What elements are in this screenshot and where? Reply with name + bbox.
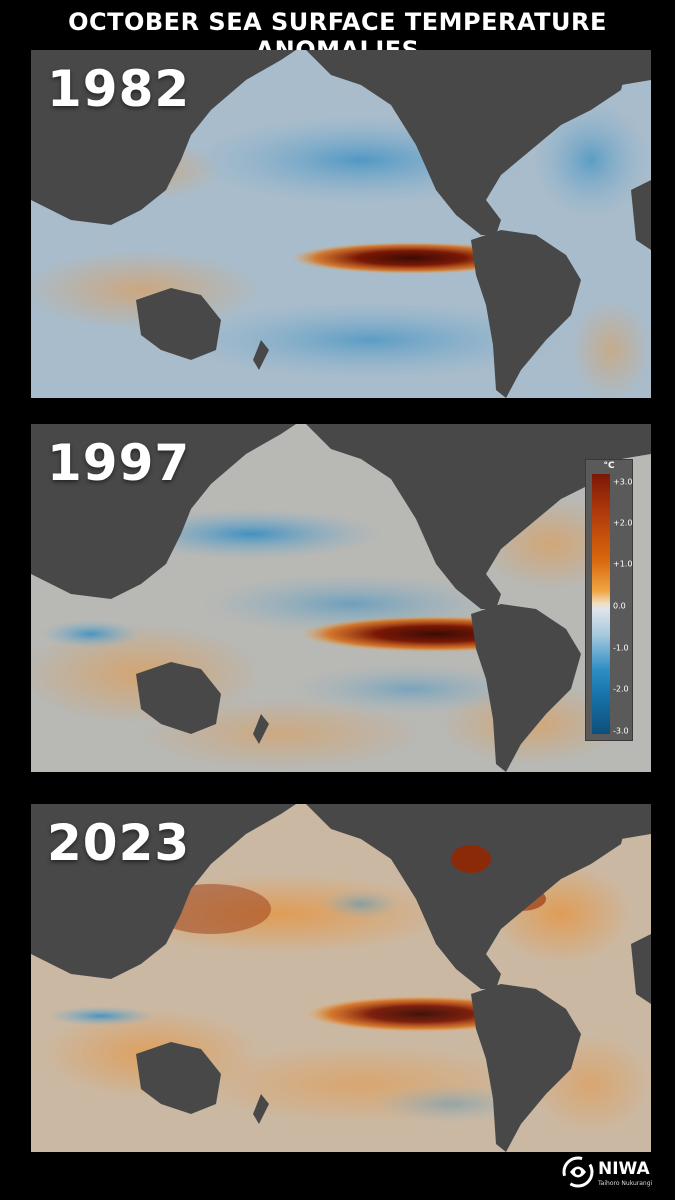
sst-map-2023	[31, 804, 651, 1152]
map-panel-1997: 1997	[31, 424, 651, 772]
niwa-logo: NIWA Taihoro Nukurangi	[562, 1155, 672, 1195]
map-panel-1982: 1982	[31, 50, 651, 398]
legend-tick: -2.0	[613, 684, 629, 694]
sst-map-1997	[31, 424, 651, 772]
legend-tick: +2.0	[613, 518, 633, 528]
legend-tick: -3.0	[613, 726, 629, 736]
niwa-swirl-icon	[562, 1156, 594, 1188]
logo-subtitle: Taihoro Nukurangi	[598, 1180, 653, 1187]
color-scale-legend: °C +3.0 +2.0 +1.0 0.0 -1.0 -2.0 -3.0	[585, 459, 633, 741]
legend-color-bar	[592, 474, 610, 734]
legend-unit: °C	[603, 461, 615, 471]
map-panel-2023: 2023	[31, 804, 651, 1152]
legend-tick: +1.0	[613, 559, 633, 569]
logo-name: NIWA	[598, 1159, 650, 1179]
year-label-1997: 1997	[47, 434, 191, 492]
year-label-1982: 1982	[47, 60, 191, 118]
year-label-2023: 2023	[47, 814, 191, 872]
legend-tick: +3.0	[613, 477, 633, 487]
sst-map-1982	[31, 50, 651, 398]
legend-tick: 0.0	[613, 601, 626, 611]
legend-tick: -1.0	[613, 643, 629, 653]
